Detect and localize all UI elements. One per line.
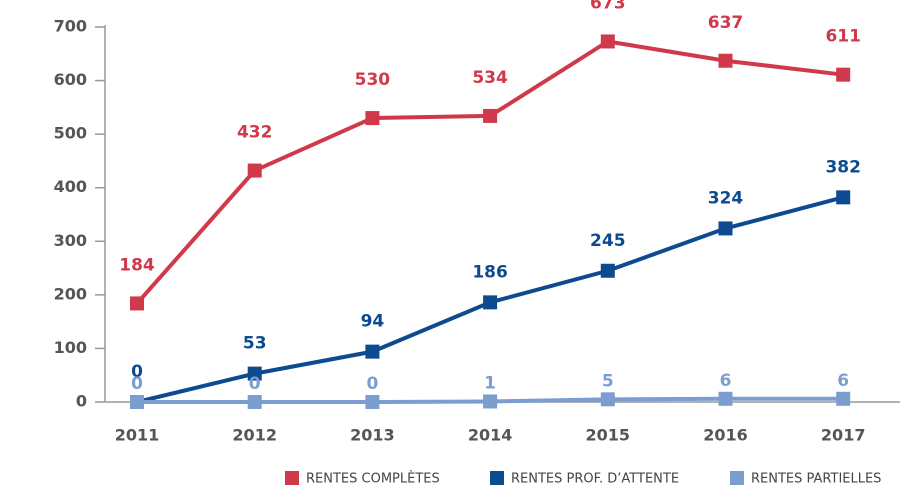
data-label: 382 <box>825 157 861 177</box>
x-tick-label: 2015 <box>586 426 631 445</box>
data-label: 184 <box>119 255 155 275</box>
marker <box>483 295 498 310</box>
legend-label: RENTES PROF. D’ATTENTE <box>511 472 679 487</box>
marker <box>365 111 380 126</box>
legend-swatch <box>285 471 299 485</box>
marker <box>836 190 851 205</box>
marker <box>483 394 498 409</box>
data-label: 0 <box>131 362 143 382</box>
marker <box>247 163 262 178</box>
data-label: 432 <box>237 123 273 143</box>
x-tick-label: 2014 <box>468 426 513 445</box>
data-label: 534 <box>472 68 508 88</box>
x-tick-label: 2011 <box>115 426 160 445</box>
y-tick-label: 100 <box>54 338 87 357</box>
marker <box>836 391 851 406</box>
y-tick-label: 200 <box>54 284 87 303</box>
marker <box>130 296 144 311</box>
marker <box>600 392 615 407</box>
legend-label: RENTES COMPLÈTES <box>306 471 440 487</box>
x-tick-label: 2013 <box>350 426 395 445</box>
marker <box>718 221 733 236</box>
y-tick-label: 600 <box>54 70 87 89</box>
data-label: 673 <box>590 0 626 13</box>
data-label: 0 <box>131 374 143 394</box>
y-tick-label: 400 <box>54 177 87 196</box>
data-label: 637 <box>708 13 744 33</box>
data-label: 6 <box>837 371 849 391</box>
data-label: 53 <box>243 334 267 354</box>
data-label: 324 <box>708 188 744 208</box>
data-label: 5 <box>602 371 614 391</box>
x-tick-label: 2016 <box>703 426 748 445</box>
data-label: 6 <box>720 371 732 391</box>
y-tick-label: 300 <box>54 231 87 250</box>
marker <box>247 395 262 409</box>
marker <box>247 366 262 381</box>
data-label: 0 <box>366 374 378 394</box>
y-tick-label: 0 <box>76 392 87 411</box>
data-label: 94 <box>361 312 385 332</box>
marker <box>718 391 733 406</box>
x-tick-label: 2012 <box>232 426 277 445</box>
legend-swatch <box>490 471 504 485</box>
data-label: 0 <box>249 374 261 394</box>
legend-swatch <box>730 471 744 485</box>
data-label: 186 <box>472 262 508 282</box>
data-label: 245 <box>590 231 626 251</box>
y-tick-label: 500 <box>54 124 87 143</box>
data-label: 611 <box>825 27 861 47</box>
data-label: 530 <box>355 70 391 90</box>
marker <box>836 67 851 82</box>
y-tick-label: 700 <box>54 17 87 36</box>
marker <box>483 108 498 123</box>
marker <box>600 34 615 49</box>
marker <box>600 263 615 278</box>
data-label: 1 <box>484 373 496 393</box>
marker <box>130 395 144 409</box>
legend-label: RENTES PARTIELLES <box>751 472 881 487</box>
marker <box>365 344 380 359</box>
marker <box>365 395 380 409</box>
marker <box>718 53 733 68</box>
x-tick-label: 2017 <box>821 426 866 445</box>
